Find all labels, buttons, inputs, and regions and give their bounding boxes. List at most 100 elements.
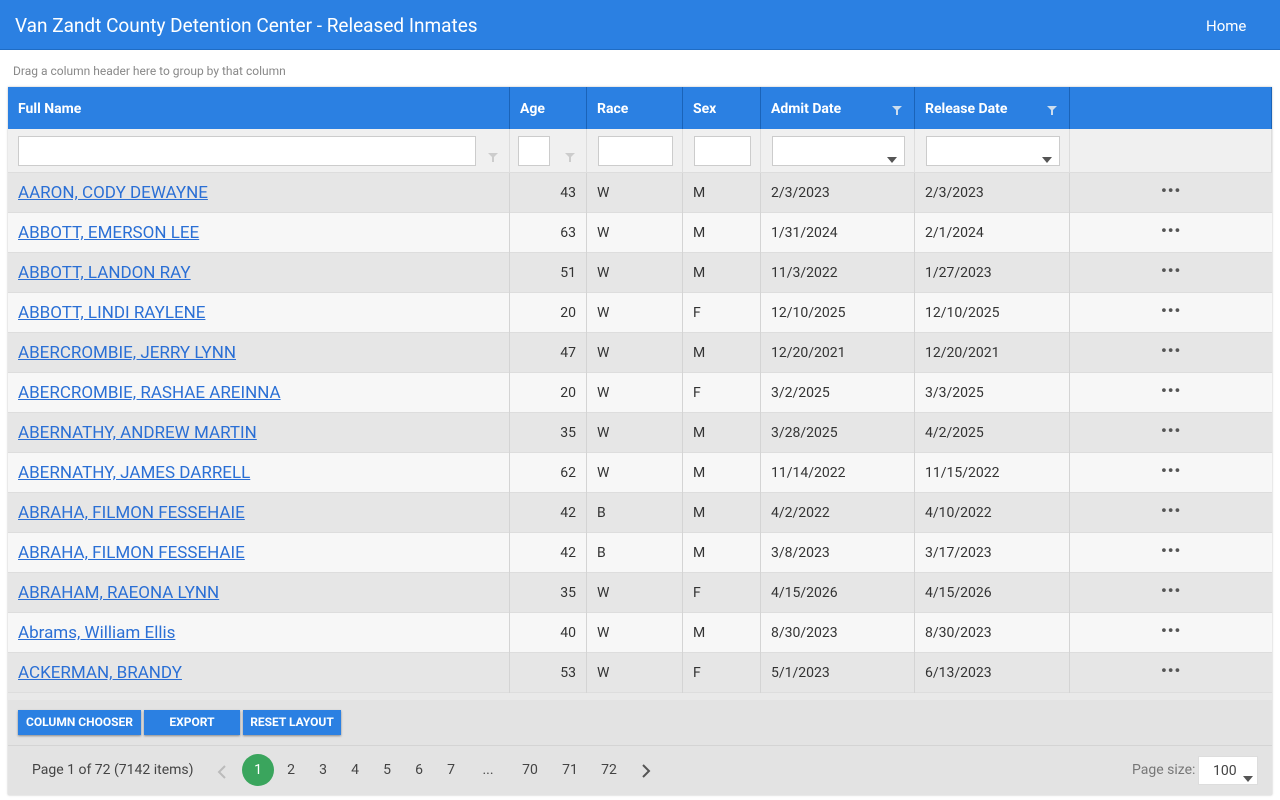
inmate-link[interactable]: ABBOTT, LANDON RAY bbox=[8, 253, 510, 293]
column-header[interactable]: Release Date bbox=[915, 87, 1070, 129]
table-cell: 4/2/2025 bbox=[915, 413, 1070, 453]
page-link[interactable]: 71 bbox=[562, 762, 578, 778]
row-menu[interactable]: ••• bbox=[1161, 661, 1182, 680]
table-cell: M bbox=[683, 613, 761, 653]
row-menu[interactable]: ••• bbox=[1161, 181, 1182, 200]
table-cell: 12/20/2021 bbox=[915, 333, 1070, 373]
filter-input[interactable] bbox=[772, 136, 905, 166]
table-row bbox=[8, 173, 1272, 213]
filter-input[interactable] bbox=[694, 136, 751, 166]
dropdown-caret[interactable] bbox=[1042, 148, 1052, 167]
inmate-link[interactable]: Abrams, William Ellis bbox=[8, 613, 510, 653]
toolbar-button[interactable]: EXPORT bbox=[144, 710, 240, 735]
inmate-link[interactable]: ABRAHA, FILMON FESSEHAIE bbox=[8, 493, 510, 533]
table-row bbox=[8, 253, 1272, 293]
table-row bbox=[8, 293, 1272, 333]
inmate-link[interactable]: ABERNATHY, ANDREW MARTIN bbox=[8, 413, 510, 453]
inmate-link[interactable]: ABRAHA, FILMON FESSEHAIE bbox=[8, 533, 510, 573]
pager-bar bbox=[8, 745, 1272, 795]
data-grid: Full Name Age Race Sex Admit Date Release Dat… bbox=[8, 87, 1272, 795]
dropdown-caret[interactable] bbox=[887, 148, 897, 167]
inmate-link[interactable]: ABRAHAM, RAEONA LYNN bbox=[8, 573, 510, 613]
filter-input[interactable] bbox=[598, 136, 673, 166]
table-cell: M bbox=[683, 533, 761, 573]
table-cell: W bbox=[587, 373, 683, 413]
table-cell: 20 bbox=[510, 373, 587, 413]
page-link[interactable]: ... bbox=[482, 762, 494, 778]
table-cell: 35 bbox=[510, 573, 587, 613]
table-cell: W bbox=[587, 293, 683, 333]
table-cell: 11/15/2022 bbox=[915, 453, 1070, 493]
row-menu[interactable]: ••• bbox=[1161, 381, 1182, 400]
page-link[interactable]: 5 bbox=[383, 762, 391, 778]
row-menu[interactable]: ••• bbox=[1161, 301, 1182, 320]
row-menu[interactable]: ••• bbox=[1161, 421, 1182, 440]
table-row bbox=[8, 213, 1272, 253]
row-menu[interactable]: ••• bbox=[1161, 341, 1182, 360]
row-menu[interactable]: ••• bbox=[1161, 501, 1182, 520]
row-menu[interactable]: ••• bbox=[1161, 541, 1182, 560]
inmate-link[interactable]: ABERCROMBIE, JERRY LYNN bbox=[8, 333, 510, 373]
filter-icon[interactable] bbox=[564, 148, 576, 167]
page-link[interactable]: 6 bbox=[415, 762, 423, 778]
table-cell: 3/2/2025 bbox=[761, 373, 915, 413]
toolbar-button[interactable]: RESET LAYOUT bbox=[243, 710, 341, 735]
table-cell: M bbox=[683, 213, 761, 253]
column-header[interactable]: Sex bbox=[683, 87, 761, 129]
page-link[interactable]: 3 bbox=[319, 762, 327, 778]
nav-home[interactable]: Home bbox=[1206, 17, 1247, 35]
header-filter-icon[interactable] bbox=[891, 101, 903, 120]
next-page[interactable] bbox=[641, 763, 651, 782]
inmate-link[interactable]: ABERNATHY, JAMES DARRELL bbox=[8, 453, 510, 493]
page-link[interactable]: 1 bbox=[254, 762, 262, 778]
page-link[interactable]: 70 bbox=[522, 762, 538, 778]
table-cell: W bbox=[587, 573, 683, 613]
table-cell: 40 bbox=[510, 613, 587, 653]
page-link[interactable]: 7 bbox=[447, 762, 455, 778]
filter-input[interactable] bbox=[18, 136, 476, 166]
column-header[interactable]: Admit Date bbox=[761, 87, 915, 129]
inmate-link[interactable]: AARON, CODY DEWAYNE bbox=[8, 173, 510, 213]
inmate-link[interactable]: ABERCROMBIE, RASHAE AREINNA bbox=[8, 373, 510, 413]
row-menu[interactable]: ••• bbox=[1161, 461, 1182, 480]
page-size-caret[interactable] bbox=[1243, 767, 1253, 786]
page-link[interactable]: 72 bbox=[601, 762, 617, 778]
table-cell: 8/30/2023 bbox=[915, 613, 1070, 653]
app-header bbox=[0, 0, 1280, 50]
column-header[interactable]: Race bbox=[587, 87, 683, 129]
inmate-link[interactable]: ACKERMAN, BRANDY bbox=[8, 653, 510, 693]
table-cell: 47 bbox=[510, 333, 587, 373]
row-menu[interactable]: ••• bbox=[1161, 581, 1182, 600]
header-filter-icon[interactable] bbox=[1046, 101, 1058, 120]
table-row bbox=[8, 493, 1272, 533]
table-row bbox=[8, 413, 1272, 453]
prev-page[interactable] bbox=[217, 764, 227, 783]
table-cell: 42 bbox=[510, 493, 587, 533]
page-link[interactable]: 2 bbox=[287, 762, 295, 778]
table-cell: 4/15/2026 bbox=[915, 573, 1070, 613]
column-header[interactable]: Age bbox=[510, 87, 587, 129]
inmate-link[interactable]: ABBOTT, EMERSON LEE bbox=[8, 213, 510, 253]
table-cell: 51 bbox=[510, 253, 587, 293]
table-cell: F bbox=[683, 293, 761, 333]
table-cell: 2/1/2024 bbox=[915, 213, 1070, 253]
row-menu[interactable]: ••• bbox=[1161, 261, 1182, 280]
table-cell: 3/17/2023 bbox=[915, 533, 1070, 573]
table-cell: M bbox=[683, 453, 761, 493]
inmate-link[interactable]: ABBOTT, LINDI RAYLENE bbox=[8, 293, 510, 333]
table-cell: 53 bbox=[510, 653, 587, 693]
table-cell: F bbox=[683, 653, 761, 693]
filter-input[interactable] bbox=[926, 136, 1060, 166]
filter-icon[interactable] bbox=[487, 148, 499, 167]
row-menu[interactable]: ••• bbox=[1161, 621, 1182, 640]
table-cell: 20 bbox=[510, 293, 587, 333]
filter-input[interactable] bbox=[518, 136, 550, 166]
table-cell: 3/3/2025 bbox=[915, 373, 1070, 413]
table-row bbox=[8, 373, 1272, 413]
row-menu[interactable]: ••• bbox=[1161, 221, 1182, 240]
page-link[interactable]: 4 bbox=[351, 762, 359, 778]
table-cell: 12/20/2021 bbox=[761, 333, 915, 373]
table-row bbox=[8, 333, 1272, 373]
column-header[interactable]: Full Name bbox=[8, 87, 510, 129]
toolbar-button[interactable]: COLUMN CHOOSER bbox=[18, 710, 141, 735]
